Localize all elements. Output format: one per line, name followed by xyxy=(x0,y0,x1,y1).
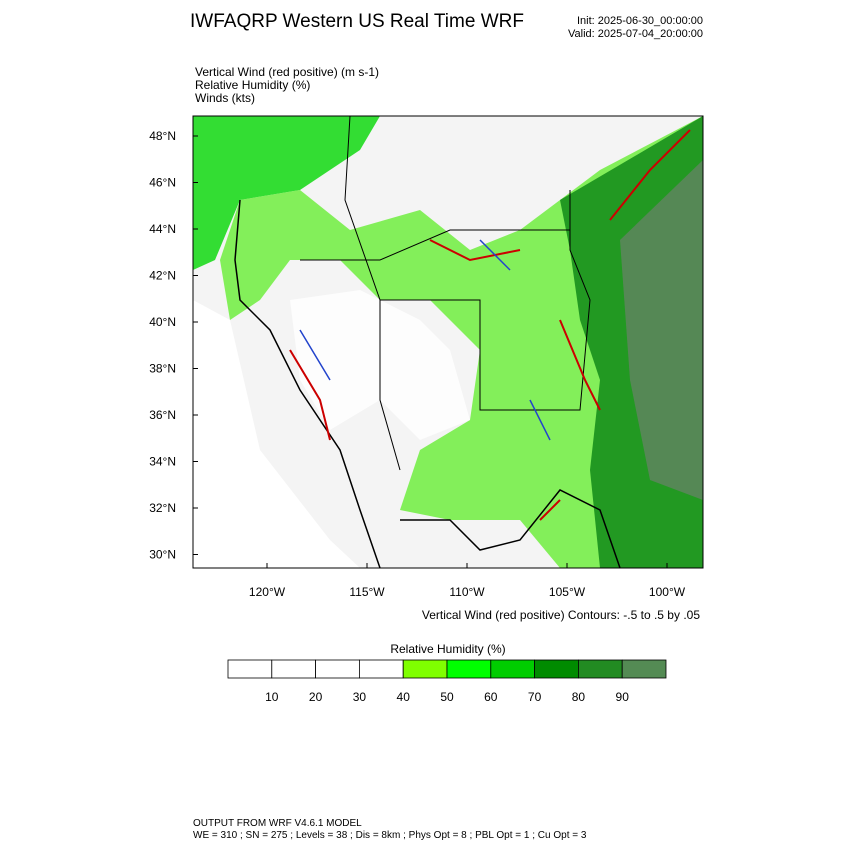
colorbar-box xyxy=(621,659,667,679)
field-label: Vertical Wind (red positive) (m s-1) xyxy=(195,65,379,79)
lon-label: 100°W xyxy=(649,585,686,599)
init-time: Init: 2025-06-30_00:00:00 xyxy=(577,15,703,27)
lat-label: 36°N xyxy=(149,408,176,422)
colorbar-label: 80 xyxy=(572,690,586,704)
colorbar-box xyxy=(534,659,579,679)
colorbar-box xyxy=(315,659,360,679)
lat-label: 42°N xyxy=(149,269,176,283)
colorbar-box xyxy=(358,659,404,679)
title: IWFAQRP Western US Real Time WRF xyxy=(190,11,524,32)
colorbar-title: Relative Humidity (%) xyxy=(390,642,505,656)
valid-time: Valid: 2025-07-04_20:00:00 xyxy=(568,28,703,40)
lon-label: 115°W xyxy=(349,585,385,599)
lat-label: 48°N xyxy=(149,129,176,143)
colorbar-box xyxy=(402,659,448,679)
colorbar: 10 20 30 40 50 60 70 80 90 xyxy=(227,659,667,704)
field-label: Winds (kts) xyxy=(195,91,255,105)
colorbar-label: 30 xyxy=(353,690,367,704)
lat-label: 32°N xyxy=(149,501,176,515)
lat-label: 38°N xyxy=(149,362,176,376)
colorbar-label: 20 xyxy=(309,690,323,704)
lat-label: 30°N xyxy=(149,548,176,562)
colorbar-label: 50 xyxy=(440,690,454,704)
lat-label: 40°N xyxy=(149,315,176,329)
footer-line: WE = 310 ; SN = 275 ; Levels = 38 ; Dis … xyxy=(193,830,587,841)
footer-line: OUTPUT FROM WRF V4.6.1 MODEL xyxy=(193,818,362,829)
colorbar-label: 90 xyxy=(616,690,630,704)
colorbar-box xyxy=(271,659,316,679)
colorbar-label: 40 xyxy=(397,690,411,704)
colorbar-box xyxy=(227,659,273,679)
lon-label: 110°W xyxy=(449,585,485,599)
contour-note: Vertical Wind (red positive) Contours: -… xyxy=(422,608,700,622)
field-label: Relative Humidity (%) xyxy=(195,78,310,92)
colorbar-label: 10 xyxy=(265,690,279,704)
colorbar-label: 60 xyxy=(484,690,498,704)
colorbar-box xyxy=(578,659,623,679)
lon-label: 120°W xyxy=(249,585,286,599)
lat-label: 46°N xyxy=(149,176,176,190)
lat-label: 44°N xyxy=(149,222,176,236)
colorbar-label: 70 xyxy=(528,690,542,704)
map: 48°N 46°N 44°N 42°N 40°N 38°N 36°N 34°N 32°N 30°N… xyxy=(149,115,704,599)
lon-label: 105°W xyxy=(549,585,586,599)
lat-label: 34°N xyxy=(149,455,176,469)
colorbar-box xyxy=(490,659,535,679)
colorbar-box xyxy=(446,659,492,679)
